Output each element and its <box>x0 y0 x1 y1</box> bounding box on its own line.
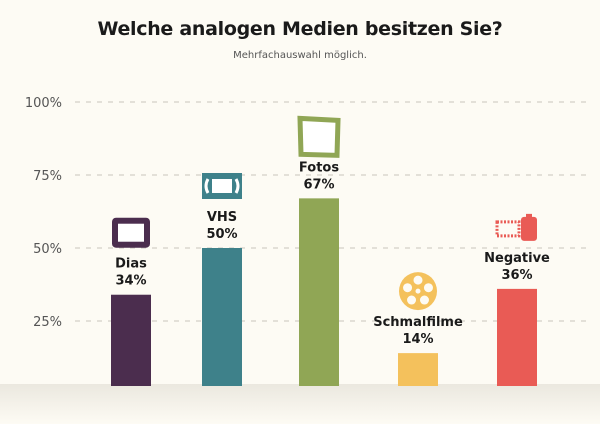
category-label: Negative <box>484 251 550 266</box>
bar-negative <box>497 288 537 386</box>
vhs-cassette-icon <box>202 173 242 199</box>
bar-dias <box>111 294 151 386</box>
value-label: 36% <box>501 268 532 283</box>
bar-fotos <box>299 198 339 386</box>
film-reel-icon <box>399 272 437 311</box>
bar-vhs <box>202 248 242 386</box>
bar-schmalfilme <box>398 353 438 386</box>
y-tick-label: 25% <box>33 315 62 330</box>
photo-icon <box>297 115 341 158</box>
film-roll-icon <box>495 213 537 241</box>
category-label: Dias <box>115 257 147 272</box>
category-label: Schmalfilme <box>373 315 463 330</box>
chart-title: Welche analogen Medien besitzen Sie? <box>97 18 503 40</box>
y-tick-label: 50% <box>33 242 62 257</box>
value-label: 14% <box>402 332 433 347</box>
value-label: 50% <box>206 227 237 242</box>
y-tick-label: 75% <box>33 169 62 184</box>
value-label: 67% <box>303 177 334 192</box>
y-tick-label: 100% <box>25 96 62 111</box>
floor-shadow <box>0 384 600 424</box>
chart-subtitle: Mehrfachauswahl möglich. <box>233 50 367 61</box>
value-label: 34% <box>115 274 146 289</box>
slide-icon <box>112 217 150 248</box>
category-label: VHS <box>207 210 237 225</box>
category-label: Fotos <box>299 160 339 175</box>
